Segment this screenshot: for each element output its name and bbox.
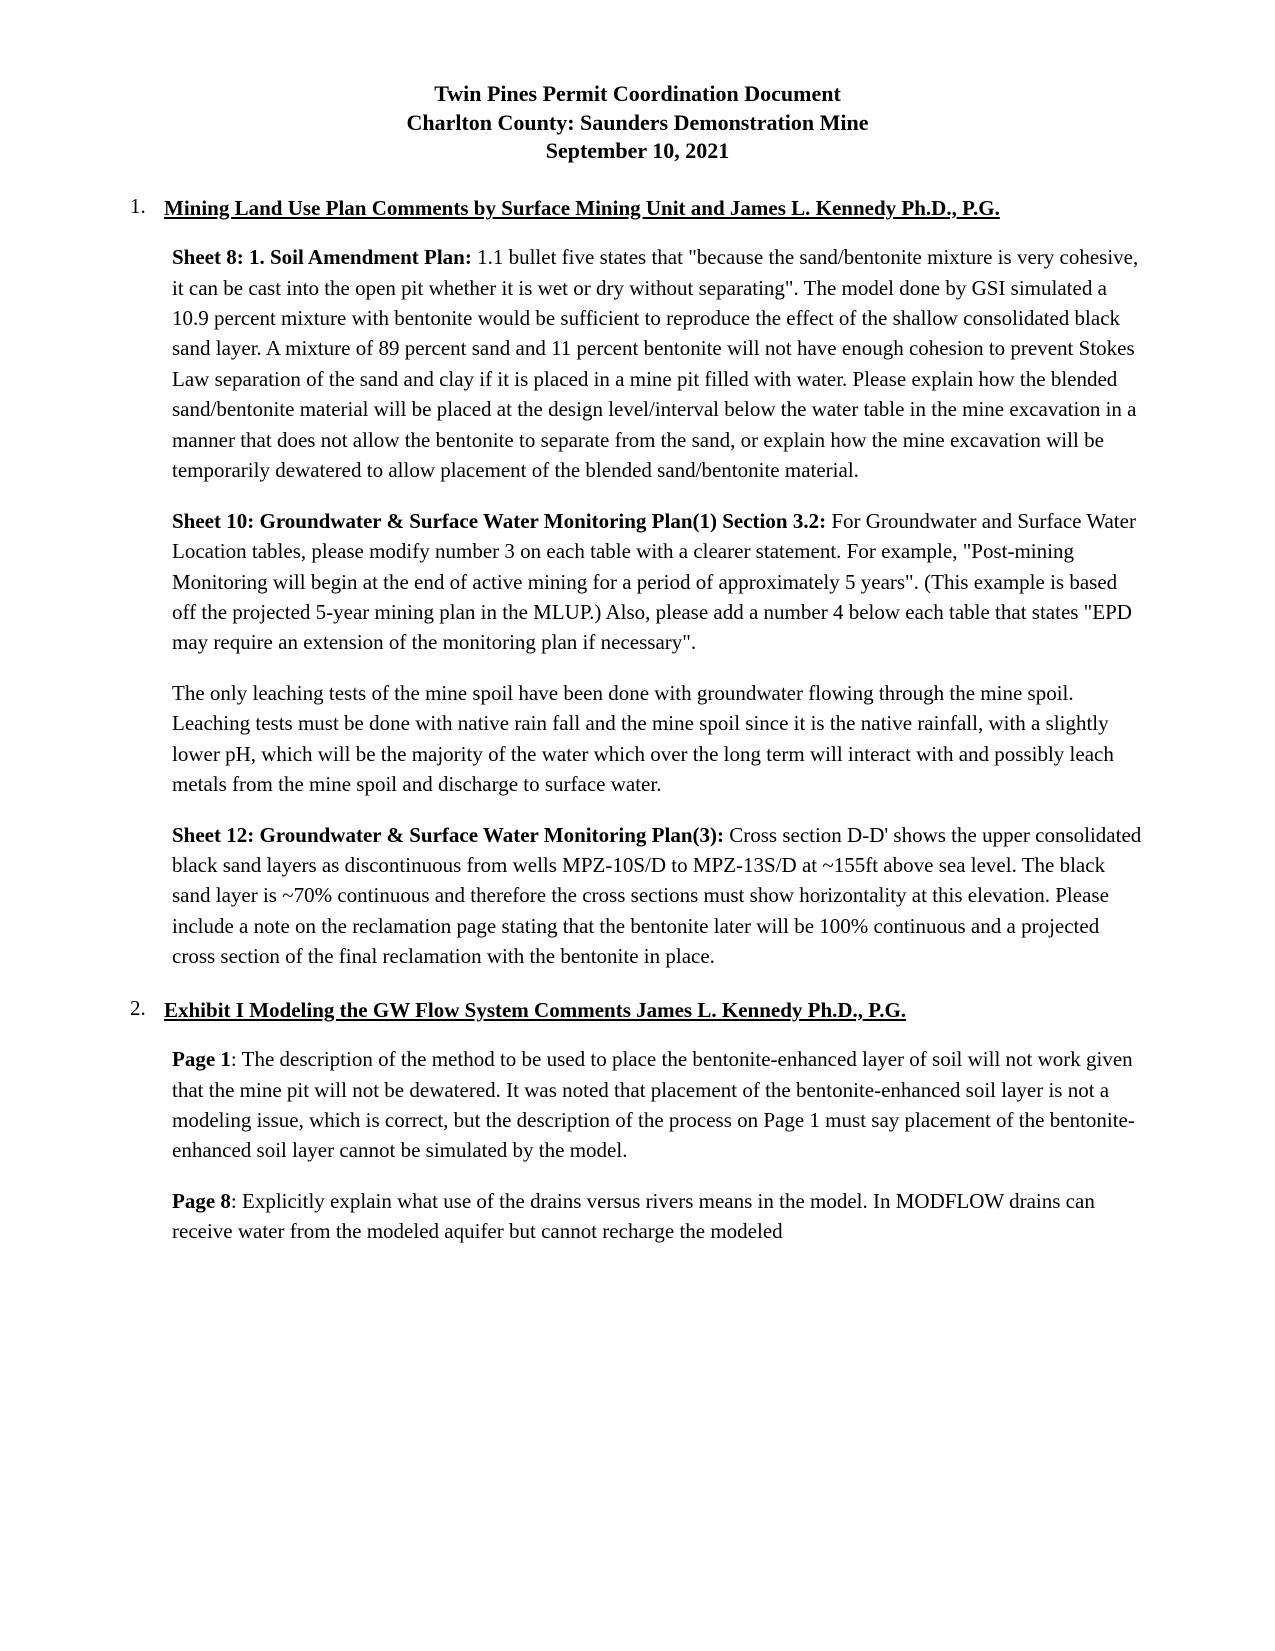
section-2-heading: Exhibit I Modeling the GW Flow System Co…	[164, 996, 906, 1024]
title-line-1: Twin Pines Permit Coordination Document	[130, 80, 1145, 109]
section-1-para-3: The only leaching tests of the mine spoi…	[172, 678, 1145, 800]
section-1-heading: Mining Land Use Plan Comments by Surface…	[164, 194, 1000, 222]
section-2: 2. Exhibit I Modeling the GW Flow System…	[130, 996, 1145, 1247]
section-2-para-1-body: : The description of the method to be us…	[172, 1047, 1135, 1162]
section-1-para-4-label: Sheet 12: Groundwater & Surface Water Mo…	[172, 823, 729, 847]
section-2-para-1-label: Page 1	[172, 1047, 231, 1071]
section-2-para-2-label: Page 8	[172, 1189, 231, 1213]
section-1-header-row: 1. Mining Land Use Plan Comments by Surf…	[130, 194, 1145, 222]
section-1-para-1-body: 1.1 bullet five states that "because the…	[172, 245, 1138, 482]
section-1-para-2: Sheet 10: Groundwater & Surface Water Mo…	[172, 506, 1145, 658]
section-2-header-row: 2. Exhibit I Modeling the GW Flow System…	[130, 996, 1145, 1024]
section-1-para-4: Sheet 12: Groundwater & Surface Water Mo…	[172, 820, 1145, 972]
section-1-para-1-label: Sheet 8: 1. Soil Amendment Plan:	[172, 245, 477, 269]
section-1-para-2-label: Sheet 10: Groundwater & Surface Water Mo…	[172, 509, 831, 533]
section-1: 1. Mining Land Use Plan Comments by Surf…	[130, 194, 1145, 972]
title-line-2: Charlton County: Saunders Demonstration …	[130, 109, 1145, 138]
section-1-number: 1.	[130, 194, 160, 219]
title-line-3: September 10, 2021	[130, 137, 1145, 166]
document-title-block: Twin Pines Permit Coordination Document …	[130, 80, 1145, 166]
document-page: Twin Pines Permit Coordination Document …	[0, 0, 1275, 1651]
section-1-para-1: Sheet 8: 1. Soil Amendment Plan: 1.1 bul…	[172, 242, 1145, 486]
section-1-para-3-body: The only leaching tests of the mine spoi…	[172, 681, 1114, 796]
section-2-para-1: Page 1: The description of the method to…	[172, 1044, 1145, 1166]
section-2-para-2: Page 8: Explicitly explain what use of t…	[172, 1186, 1145, 1247]
section-2-para-2-body: : Explicitly explain what use of the dra…	[172, 1189, 1095, 1243]
section-2-number: 2.	[130, 996, 160, 1021]
